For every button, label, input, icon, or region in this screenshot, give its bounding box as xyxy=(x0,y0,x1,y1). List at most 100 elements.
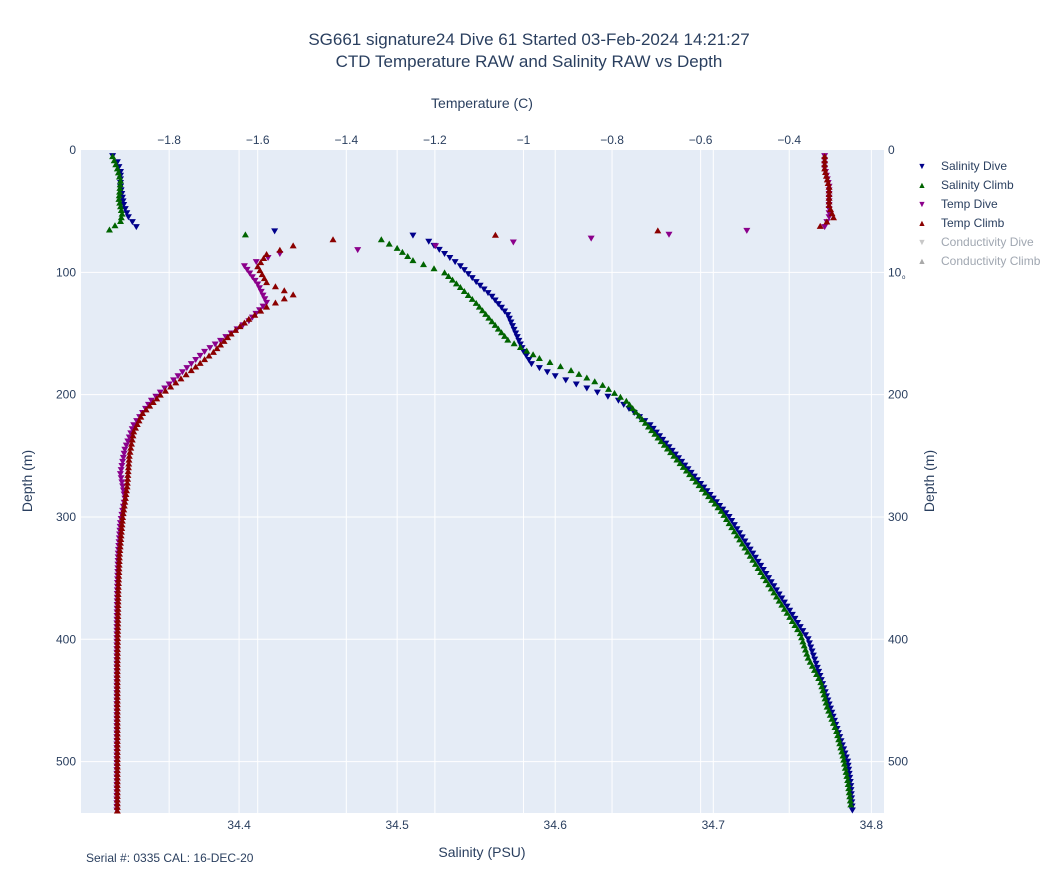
data-point xyxy=(591,378,599,385)
data-point xyxy=(113,726,121,733)
data-point xyxy=(114,642,122,649)
data-point xyxy=(260,255,268,262)
data-point xyxy=(665,444,673,451)
data-point xyxy=(113,789,121,796)
data-point xyxy=(804,654,812,661)
data-point xyxy=(113,807,121,814)
data-point xyxy=(113,741,121,748)
data-point xyxy=(722,516,730,523)
data-point xyxy=(220,337,228,344)
data-point xyxy=(259,292,267,299)
data-point xyxy=(788,611,796,618)
data-point xyxy=(125,456,133,463)
data-point xyxy=(476,282,484,289)
legend-label: Temp Climb xyxy=(941,215,1005,230)
data-point xyxy=(689,474,697,481)
data-point xyxy=(488,293,496,300)
data-point xyxy=(593,389,601,396)
legend-item-conductivity-dive[interactable]: ▼ Conductivity Dive xyxy=(912,232,1040,251)
data-point xyxy=(113,778,121,785)
data-point xyxy=(121,206,129,213)
data-point xyxy=(725,513,733,520)
data-point xyxy=(780,599,788,606)
data-point xyxy=(114,602,122,609)
data-point xyxy=(127,440,135,447)
data-point xyxy=(682,467,690,474)
data-point xyxy=(116,471,124,478)
data-point xyxy=(610,389,618,396)
data-point xyxy=(245,315,253,322)
data-point xyxy=(456,263,464,270)
data-point xyxy=(728,524,736,531)
data-point xyxy=(840,760,848,767)
data-point xyxy=(599,381,607,388)
data-point xyxy=(177,375,185,382)
data-point xyxy=(654,227,662,234)
data-point xyxy=(116,550,124,557)
data-point xyxy=(201,356,209,363)
data-point xyxy=(114,635,122,642)
data-point xyxy=(246,270,254,277)
data-point xyxy=(730,528,738,535)
data-point xyxy=(122,491,130,498)
depth-tick-right: 300 xyxy=(888,510,908,524)
legend-item-salinity-climb[interactable]: ▲ Salinity Climb xyxy=(912,175,1040,194)
data-point xyxy=(654,434,662,441)
data-point xyxy=(806,658,814,665)
data-point xyxy=(811,656,819,663)
data-point xyxy=(441,250,449,257)
data-point xyxy=(604,393,612,400)
data-point xyxy=(113,767,121,774)
data-point xyxy=(510,326,518,333)
data-point xyxy=(161,385,169,392)
data-point xyxy=(393,244,401,251)
legend-item-temp-dive[interactable]: ▼ Temp Dive xyxy=(912,194,1040,213)
data-point xyxy=(354,247,362,254)
depth-tick-left: 300 xyxy=(56,510,76,524)
data-point xyxy=(114,616,122,623)
data-point xyxy=(118,479,126,486)
data-point xyxy=(649,425,657,432)
data-point xyxy=(116,547,124,554)
data-point xyxy=(124,214,132,221)
data-point xyxy=(254,263,262,270)
data-point xyxy=(708,496,716,503)
legend-item-salinity-dive[interactable]: ▼ Salinity Dive xyxy=(912,156,1040,175)
data-point xyxy=(821,153,829,160)
data-point xyxy=(146,402,154,409)
data-point xyxy=(113,759,121,766)
data-point xyxy=(224,334,232,341)
data-point xyxy=(254,281,262,288)
data-point xyxy=(711,500,719,507)
data-point xyxy=(822,169,830,176)
data-point xyxy=(113,737,121,744)
salinity-tick: 34.5 xyxy=(385,818,409,832)
data-point xyxy=(113,781,121,788)
data-point xyxy=(800,642,808,649)
data-point xyxy=(130,428,138,435)
legend: ▼ Salinity Dive ▲ Salinity Climb ▼ Temp Dive ▲… xyxy=(912,156,1041,270)
data-point xyxy=(670,452,678,459)
data-point xyxy=(115,173,123,180)
data-point xyxy=(117,475,125,482)
legend-item-temp-climb[interactable]: ▲ Temp Climb xyxy=(912,213,1040,232)
data-point xyxy=(113,745,121,752)
legend-item-conductivity-climb[interactable]: ▲ Conductivity Climb xyxy=(912,251,1041,270)
data-point xyxy=(113,646,121,653)
data-point xyxy=(749,550,757,557)
data-point xyxy=(791,622,799,629)
data-point xyxy=(794,619,802,626)
data-point xyxy=(744,548,752,555)
data-point xyxy=(149,398,157,405)
data-point xyxy=(551,373,559,380)
data-point xyxy=(799,628,807,635)
data-point xyxy=(818,683,826,690)
data-point xyxy=(765,581,773,588)
data-point xyxy=(746,546,754,553)
data-point xyxy=(115,572,123,579)
data-point xyxy=(113,701,121,708)
data-point xyxy=(113,763,121,770)
data-point xyxy=(435,246,443,253)
data-point xyxy=(515,337,523,344)
data-point xyxy=(132,224,140,231)
